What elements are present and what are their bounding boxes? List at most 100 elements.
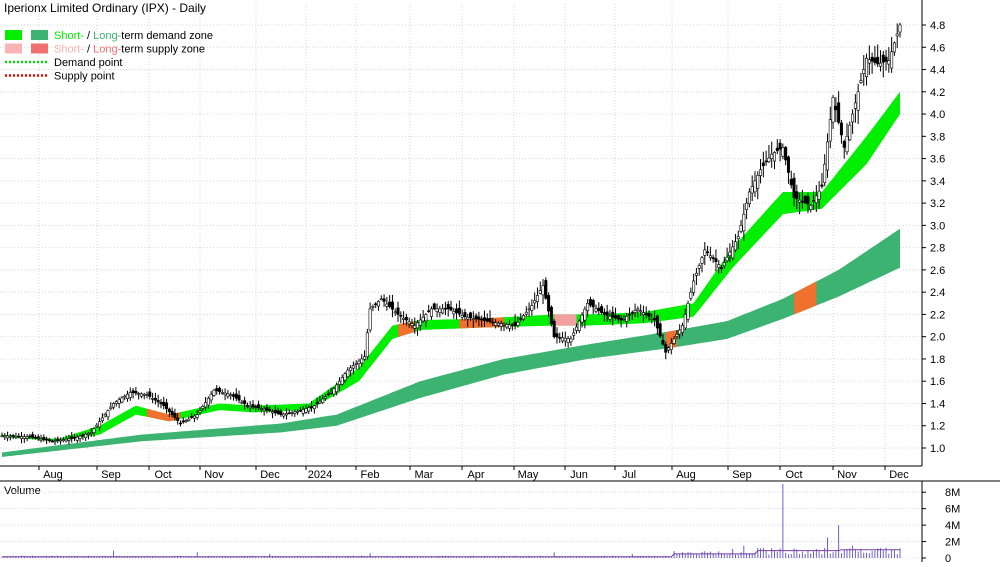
price-bar-body <box>767 157 771 163</box>
price-bar-body <box>753 180 757 193</box>
price-bar-body <box>273 410 277 414</box>
price-bar-body <box>218 387 222 392</box>
price-bar-body <box>469 312 473 319</box>
price-bar-body <box>3 435 7 438</box>
price-bar-body <box>558 337 562 339</box>
price-bar-body <box>625 315 629 322</box>
price-bar-body <box>627 313 631 316</box>
price-bar-body <box>365 332 369 358</box>
price-bar-body <box>432 303 436 310</box>
legend-swatch-short <box>5 43 22 54</box>
price-bar-body <box>533 300 537 304</box>
price-bar-body <box>895 33 899 37</box>
x-tick-label: Mar <box>415 469 434 481</box>
price-bar-body <box>873 57 877 63</box>
price-bar-body <box>98 421 102 428</box>
y-tick-label: 1.6 <box>930 376 945 388</box>
price-bar-body <box>667 347 671 351</box>
price-bar-body <box>683 314 687 329</box>
price-bar-body <box>209 393 213 401</box>
price-bar-body <box>828 119 832 142</box>
price-bar-body <box>720 267 724 269</box>
price-bar-body <box>410 323 414 327</box>
price-bar-body <box>739 225 743 232</box>
supply-zone-segment <box>147 408 181 422</box>
y-tick-label: 1.0 <box>930 443 945 455</box>
price-bar-body <box>750 186 754 194</box>
price-bar-body <box>340 377 344 385</box>
price-bar-body <box>156 400 160 403</box>
price-bar-body <box>329 392 333 394</box>
price-bar-body <box>429 308 433 317</box>
price-bar-body <box>491 321 495 324</box>
price-bar-body <box>284 413 288 416</box>
price-bar-body <box>84 433 88 438</box>
price-bar-body <box>399 314 403 317</box>
x-tick-label: Oct <box>154 469 171 481</box>
price-bar-body <box>817 190 821 200</box>
price-bar-body <box>711 257 715 260</box>
price-bar-body <box>212 389 216 396</box>
price-bar-body <box>641 312 645 315</box>
price-bar-body <box>131 390 135 394</box>
price-bar-body <box>134 390 138 394</box>
price-bar-body <box>402 317 406 320</box>
price-bar-body <box>226 393 230 397</box>
price-bar-body <box>485 318 489 322</box>
price-bar-body <box>614 315 618 319</box>
price-bar-body <box>669 343 673 350</box>
volume-y-tick-label: 0 <box>945 553 951 562</box>
x-tick-label: Apr <box>467 469 484 481</box>
price-bar-body <box>588 299 592 306</box>
price-bar-body <box>890 51 894 69</box>
price-bar-body <box>310 406 314 408</box>
price-bar-body <box>337 380 341 385</box>
price-bar-body <box>318 400 322 404</box>
price-bar-body <box>566 338 570 343</box>
price-bar-body <box>47 439 51 442</box>
price-bar-body <box>167 408 171 412</box>
price-bar-body <box>162 401 166 407</box>
price-bar-body <box>644 313 648 315</box>
price-bar-body <box>775 147 779 152</box>
price-bar-body <box>778 142 782 150</box>
price-bar-body <box>106 410 110 418</box>
price-bar-body <box>547 295 551 312</box>
price-bar-body <box>795 191 799 200</box>
price-bar-body <box>786 156 790 173</box>
price-bar-body <box>36 436 40 439</box>
price-bar-body <box>463 312 467 317</box>
price-bar-body <box>354 363 358 365</box>
price-bar-body <box>332 388 336 395</box>
price-bar-body <box>145 394 149 396</box>
price-bar-body <box>867 59 871 64</box>
x-tick-label: Sep <box>732 469 752 481</box>
price-bar-body <box>630 312 634 314</box>
price-bar-body <box>137 393 141 395</box>
x-tick-label: Dec <box>260 469 280 481</box>
price-bar-body <box>747 191 751 205</box>
price-bar-body <box>73 436 77 439</box>
x-tick-label: Sep <box>101 469 121 481</box>
price-bar-body <box>594 308 598 312</box>
price-bar-body <box>67 438 71 441</box>
price-bar-body <box>494 322 498 326</box>
price-bar-body <box>535 295 539 302</box>
price-bar-body <box>636 308 640 311</box>
price-bar-body <box>460 315 464 318</box>
price-bar-body <box>25 436 29 439</box>
price-bar-body <box>198 410 202 413</box>
y-axis: 1.0 1.2 1.4 1.6 1.8 2.0 2.2 2.4 2.6 2.8 3.0 3.2 3.4 3… <box>921 0 945 466</box>
price-bar-body <box>165 402 169 409</box>
x-tick-label: Oct <box>785 469 802 481</box>
price-bar-body <box>446 304 450 310</box>
price-bar-body <box>650 317 654 320</box>
price-bar-body <box>396 307 400 315</box>
price-bar-body <box>61 439 65 441</box>
price-bar-body <box>245 404 249 407</box>
price-bar-body <box>151 397 155 400</box>
price-bar-body <box>798 199 802 203</box>
y-tick-label: 2.6 <box>930 265 945 277</box>
legend-label: Supply point <box>54 71 115 83</box>
price-bar-body <box>870 56 874 62</box>
